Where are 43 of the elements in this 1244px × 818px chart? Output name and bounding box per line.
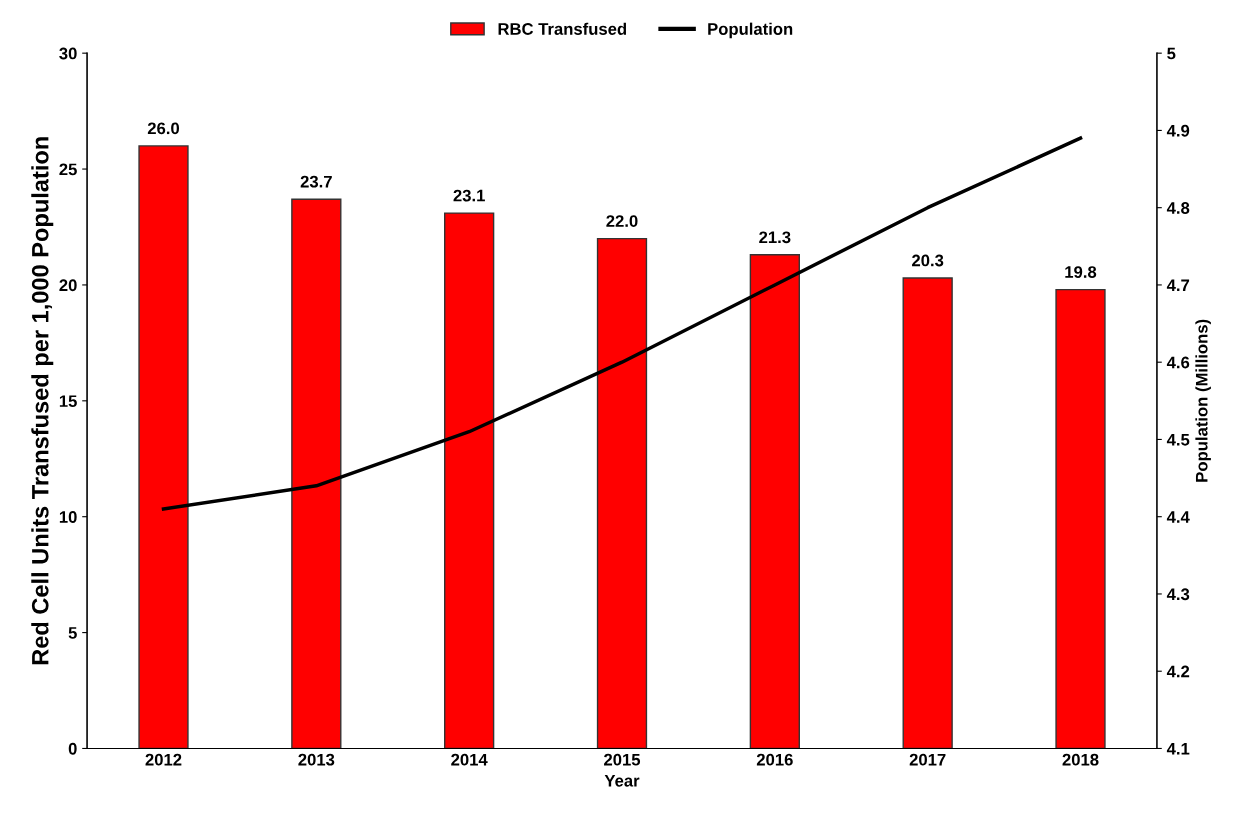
y2-tick-label: 4.9 — [1166, 124, 1190, 137]
data-label: 26.0 — [147, 122, 180, 135]
x-tick-label: 2016 — [756, 753, 793, 766]
y-tick-label: 10 — [59, 511, 77, 523]
bar — [138, 145, 189, 749]
x-tick-label: 2013 — [298, 753, 335, 766]
y2-tick-label: 5 — [1167, 47, 1176, 60]
y-axis-title: Red Cell Units Transfused per 1,000 Population — [31, 137, 54, 665]
y-tick-label: 15 — [59, 395, 77, 408]
y-tick-label: 20 — [59, 279, 77, 292]
data-label: 19.8 — [1065, 266, 1097, 278]
y2-tick-label: 4.8 — [1166, 202, 1190, 214]
y2-tick-label: 4.2 — [1166, 665, 1190, 678]
y-tick-label: 30 — [59, 47, 77, 60]
data-label: 22.0 — [606, 215, 638, 227]
x-axis-title: Year — [604, 775, 640, 787]
y-tick-label: 5 — [68, 627, 77, 639]
x-tick-label: 2012 — [145, 753, 182, 766]
y2-tick-label: 4.4 — [1166, 511, 1190, 523]
bar — [1055, 288, 1106, 749]
y-tick-label: 0 — [68, 742, 77, 755]
bar — [291, 198, 342, 749]
y2-tick-label: 4.1 — [1166, 743, 1190, 755]
legend-label: RBC Transfused — [498, 22, 627, 35]
bar — [596, 237, 648, 749]
data-label: 20.3 — [912, 254, 944, 267]
y-tick-label: 25 — [59, 163, 77, 176]
x-tick-label: 2015 — [604, 753, 641, 766]
data-label: 23.7 — [300, 175, 332, 188]
x-tick-label: 2014 — [451, 753, 488, 766]
y2-tick-label: 4.6 — [1166, 356, 1190, 369]
bar — [444, 212, 495, 749]
bar — [749, 254, 800, 749]
y2-tick-label: 4.7 — [1166, 279, 1190, 291]
data-label: 21.3 — [759, 231, 791, 244]
y2-axis-title: Population (Millions) — [1195, 319, 1211, 482]
x-tick-label: 2018 — [1062, 753, 1099, 766]
legend-label: Population — [708, 22, 793, 39]
x-tick-label: 2017 — [909, 753, 946, 766]
y2-tick-label: 4.5 — [1166, 434, 1190, 446]
y2-tick-label: 4.3 — [1166, 588, 1190, 601]
data-label: 23.1 — [453, 189, 485, 202]
bar — [902, 277, 953, 749]
